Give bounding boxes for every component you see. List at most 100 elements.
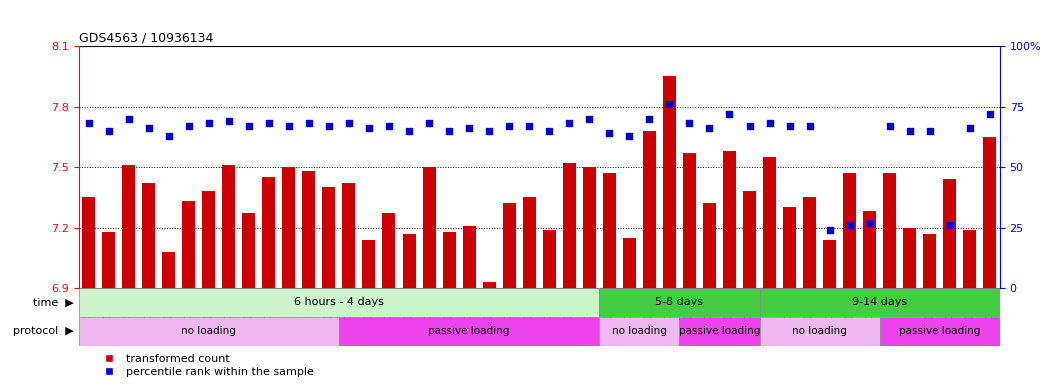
Point	[701, 125, 718, 131]
Bar	[122, 165, 135, 288]
Bar	[402, 233, 416, 288]
Bar	[623, 238, 636, 288]
Bar	[783, 207, 796, 288]
Bar	[599, 288, 759, 317]
Bar	[943, 179, 956, 288]
Bar	[823, 240, 837, 288]
Point	[261, 121, 277, 127]
Bar	[683, 153, 696, 288]
Point	[581, 116, 598, 122]
Bar	[599, 317, 680, 346]
Point	[220, 118, 237, 124]
Text: no loading: no loading	[181, 326, 237, 336]
Point	[200, 121, 217, 127]
Point	[500, 123, 517, 129]
Bar	[342, 183, 355, 288]
Bar	[663, 76, 676, 288]
Bar	[983, 137, 997, 288]
Bar	[583, 167, 596, 288]
Point	[180, 123, 197, 129]
Text: 5-8 days: 5-8 days	[655, 297, 704, 308]
Text: passive loading: passive loading	[899, 326, 980, 336]
Text: GDS4563 / 10936134: GDS4563 / 10936134	[79, 32, 213, 45]
Bar	[503, 204, 516, 288]
Point	[320, 123, 337, 129]
Point	[520, 123, 537, 129]
Bar	[843, 173, 856, 288]
Bar	[759, 288, 1000, 317]
Bar	[603, 173, 616, 288]
Point	[901, 128, 918, 134]
Point	[241, 123, 258, 129]
Point	[661, 101, 677, 107]
Point	[721, 111, 738, 117]
Bar	[743, 191, 756, 288]
Bar	[863, 212, 876, 288]
Text: no loading: no loading	[793, 326, 847, 336]
Point	[401, 128, 418, 134]
Bar	[884, 173, 896, 288]
Point	[481, 128, 497, 134]
Point	[621, 132, 638, 139]
Bar	[703, 204, 716, 288]
Bar	[423, 167, 436, 288]
Point	[681, 121, 697, 127]
Bar	[102, 232, 115, 288]
Bar	[904, 228, 916, 288]
Point	[882, 123, 898, 129]
Point	[140, 125, 157, 131]
Text: no loading: no loading	[611, 326, 667, 336]
Bar	[79, 288, 599, 317]
Point	[641, 116, 658, 122]
Bar	[162, 252, 175, 288]
Bar	[680, 317, 759, 346]
Bar	[283, 167, 295, 288]
Point	[842, 222, 859, 228]
Point	[961, 125, 978, 131]
Bar	[322, 187, 335, 288]
Point	[281, 123, 297, 129]
Bar	[82, 197, 95, 288]
Bar	[339, 317, 599, 346]
Point	[360, 125, 377, 131]
Bar	[562, 163, 576, 288]
Bar	[803, 197, 816, 288]
Point	[421, 121, 438, 127]
Point	[921, 128, 938, 134]
Point	[461, 125, 477, 131]
Text: time  ▶: time ▶	[32, 297, 73, 308]
Point	[862, 220, 878, 226]
Bar	[202, 191, 216, 288]
Bar	[443, 232, 455, 288]
Point	[981, 111, 998, 117]
Bar	[242, 214, 255, 288]
Text: passive loading: passive loading	[428, 326, 510, 336]
Bar	[483, 282, 495, 288]
Bar	[643, 131, 655, 288]
Point	[761, 121, 778, 127]
Bar	[263, 177, 275, 288]
Text: 9-14 days: 9-14 days	[852, 297, 908, 308]
Bar	[79, 317, 339, 346]
Bar	[542, 230, 556, 288]
Point	[801, 123, 818, 129]
Bar	[879, 317, 1000, 346]
Point	[441, 128, 458, 134]
Legend: transformed count, percentile rank within the sample: transformed count, percentile rank withi…	[93, 349, 318, 382]
Point	[601, 130, 618, 136]
Point	[941, 222, 958, 228]
Point	[300, 121, 317, 127]
Text: protocol  ▶: protocol ▶	[13, 326, 73, 336]
Bar	[759, 317, 879, 346]
Bar	[182, 201, 195, 288]
Point	[340, 121, 357, 127]
Bar	[303, 171, 315, 288]
Bar	[522, 197, 536, 288]
Bar	[923, 233, 936, 288]
Point	[561, 121, 578, 127]
Point	[781, 123, 798, 129]
Point	[381, 123, 398, 129]
Bar	[463, 225, 475, 288]
Bar	[362, 240, 376, 288]
Bar	[142, 183, 155, 288]
